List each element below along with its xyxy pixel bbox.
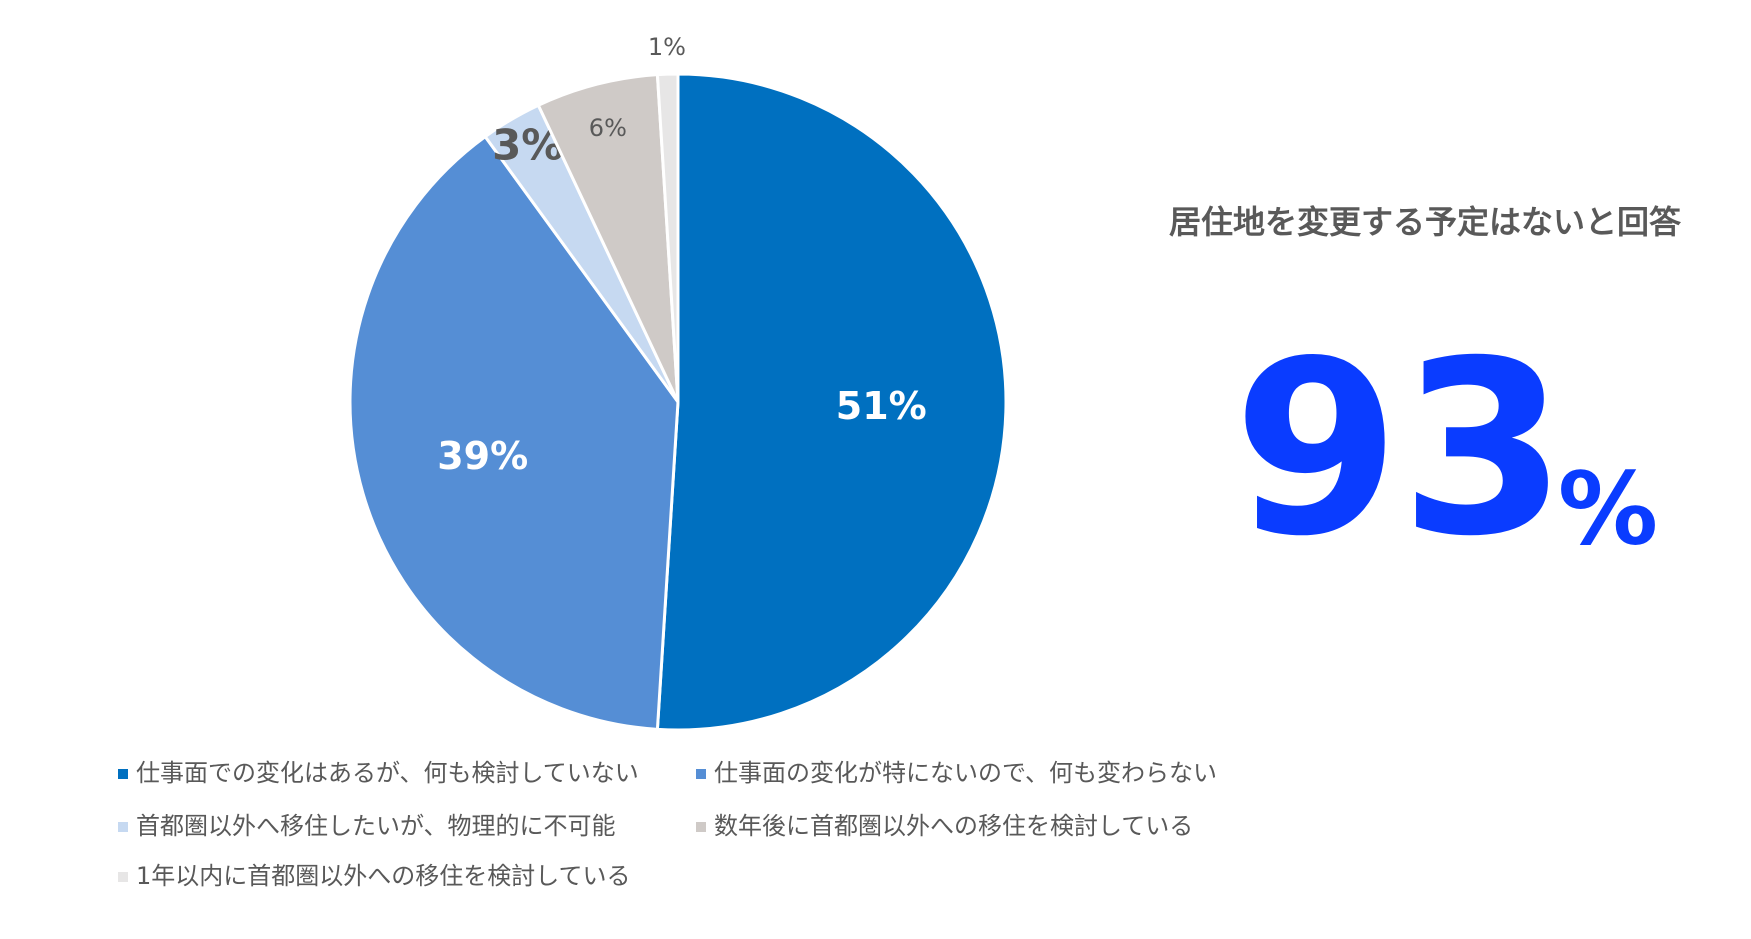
data-label: 6%	[589, 114, 627, 142]
data-label: 1%	[648, 33, 686, 61]
legend-label: 首都圏以外へ移住したいが、物理的に不可能	[136, 812, 616, 840]
pie-slice	[655, 72, 680, 403]
callout-unit: %	[1558, 450, 1658, 567]
callout-value: 93	[1233, 309, 1567, 589]
legend-swatch	[696, 769, 706, 779]
pie-slice	[655, 72, 1008, 732]
legend-swatch	[696, 822, 706, 832]
legend-label: 仕事面での変化はあるが、何も検討していない	[136, 759, 639, 787]
legend-label: 仕事面の変化が特にないので、何も変わらない	[714, 759, 1217, 787]
legend-label: 1年以内に首都圏以外への移住を検討している	[136, 862, 631, 890]
pie-slice	[348, 134, 680, 731]
data-label: 39%	[437, 434, 528, 478]
data-label: 51%	[836, 384, 927, 428]
legend-swatch	[118, 872, 128, 882]
legend-label: 数年後に首都圏以外への移住を検討している	[714, 812, 1193, 840]
legend-swatch	[118, 822, 128, 832]
legend-swatch	[118, 769, 128, 779]
pie-slice	[536, 73, 680, 403]
callout-title: 居住地を変更する予定はないと回答	[1169, 203, 1682, 241]
